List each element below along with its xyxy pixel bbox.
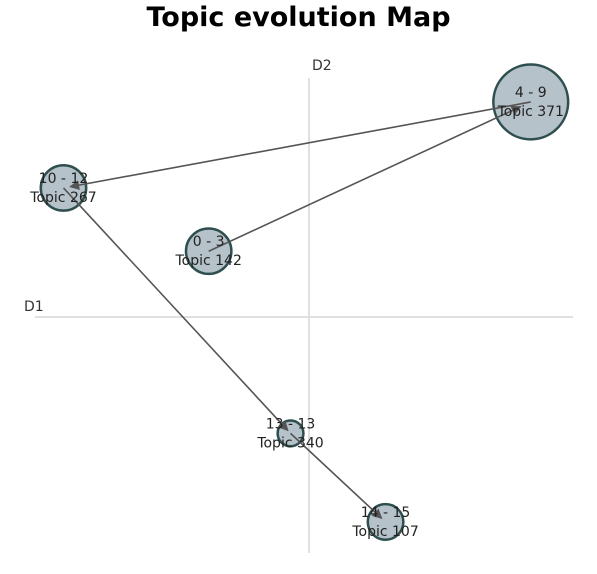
d1-axis-label: D1 — [24, 299, 44, 315]
node-period-label-topic-371: 4 - 9 — [515, 85, 547, 101]
d2-axis-label: D2 — [312, 58, 332, 74]
node-topic-label-topic-267: Topic 267 — [29, 190, 96, 206]
node-topic-label-topic-107: Topic 107 — [351, 524, 418, 540]
node-topic-label-topic-371: Topic 371 — [497, 104, 564, 120]
evolution-edge-2 — [69, 101, 531, 191]
node-period-label-topic-142: 0 - 3 — [193, 234, 225, 250]
node-period-label-topic-107: 14 - 15 — [361, 505, 411, 521]
chart-title: Topic evolution Map — [146, 2, 451, 33]
node-topic-label-topic-340: Topic 340 — [256, 435, 323, 451]
evolution-edge-1 — [208, 105, 522, 252]
evolution-edge-4 — [289, 432, 383, 519]
evolution-edge-3 — [62, 187, 289, 432]
node-period-label-topic-267: 10 - 12 — [39, 171, 89, 187]
node-period-label-topic-340: 13 - 13 — [266, 416, 316, 432]
node-topic-label-topic-142: Topic 142 — [174, 253, 241, 269]
